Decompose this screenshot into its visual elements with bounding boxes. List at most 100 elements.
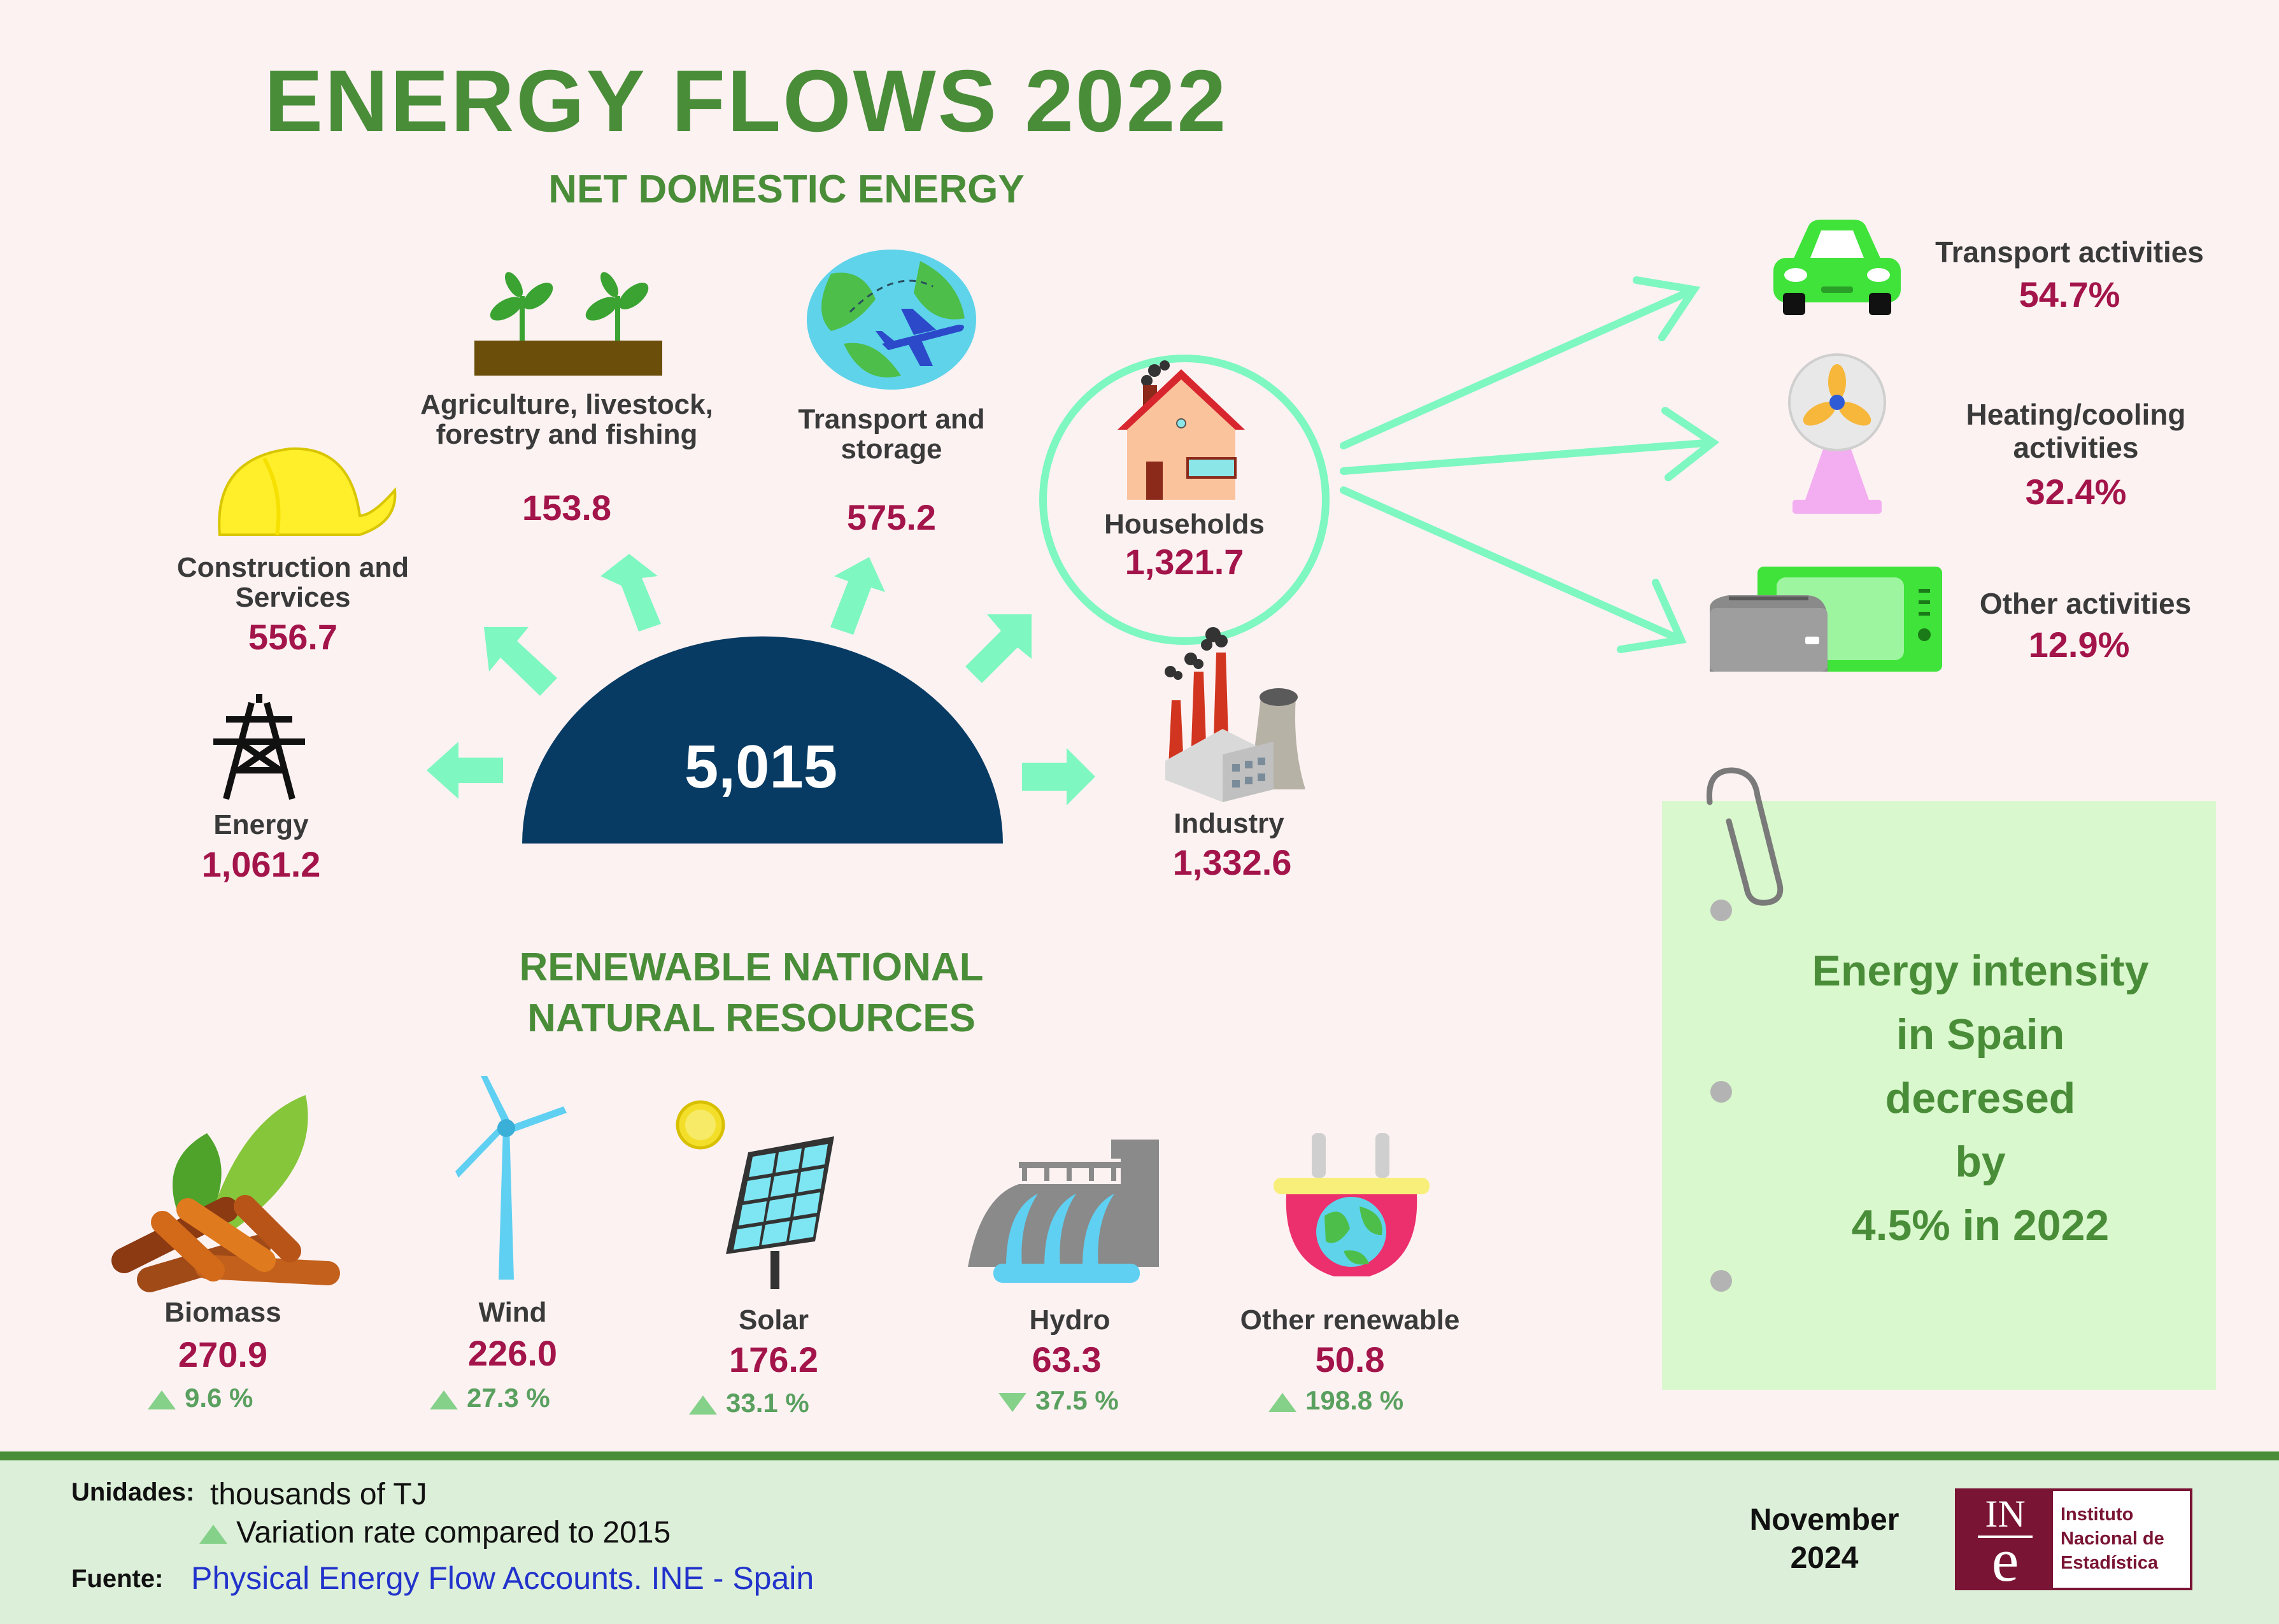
up-triangle-icon bbox=[689, 1395, 717, 1415]
renewable-change-solar: 33.1 % bbox=[689, 1388, 809, 1418]
renewable-label-biomass: Biomass bbox=[164, 1297, 281, 1328]
plug-globe-icon bbox=[1274, 1133, 1430, 1276]
ine-logo-bar bbox=[1978, 1536, 2033, 1538]
breakdown-value-transport: 54.7% bbox=[2019, 274, 2120, 314]
house-icon bbox=[1118, 360, 1245, 500]
ine-logo-mark: IN e bbox=[1957, 1491, 2053, 1594]
renewable-change-text: 37.5 % bbox=[1035, 1385, 1119, 1415]
breakdown-label-other: Other activities bbox=[1979, 587, 2192, 620]
sector-label-agriculture: Agriculture, livestock, forestry and fis… bbox=[420, 389, 713, 450]
note-line4: by bbox=[1955, 1138, 2006, 1186]
ine-logo[interactable]: IN e Instituto Nacional de Estadística bbox=[1955, 1488, 2192, 1594]
page-title: ENERGY FLOWS 2022 bbox=[264, 52, 1228, 150]
renewable-change-biomass: 9.6 % bbox=[148, 1383, 253, 1413]
breakdown-label-heating: Heating/cooling activities bbox=[1966, 398, 2186, 464]
ine-logo-text: Instituto Nacional de Estadística bbox=[2061, 1502, 2164, 1575]
renewables-heading: RENEWABLE NATIONAL NATURAL RESOURCES bbox=[458, 942, 1044, 1044]
variation-legend-text: Variation rate compared to 2015 bbox=[236, 1516, 671, 1550]
renewable-change-hydro: 37.5 % bbox=[998, 1385, 1119, 1416]
households-circle bbox=[1039, 355, 1330, 645]
publication-month: November bbox=[1749, 1503, 1899, 1537]
sector-value-energy: 1,061.2 bbox=[201, 844, 321, 884]
variation-legend: Variation rate compared to 2015 bbox=[199, 1515, 671, 1550]
sector-value-transport: 575.2 bbox=[846, 497, 937, 537]
ine-logo-initials-top: IN bbox=[1985, 1493, 2026, 1535]
note-text: Energy intensity in Spain decresed by 4.… bbox=[1757, 939, 2203, 1257]
source-link[interactable]: Physical Energy Flow Accounts. INE - Spa… bbox=[191, 1560, 814, 1596]
flow-arrows-icon bbox=[1340, 276, 1720, 653]
publication-date: November 2024 bbox=[1719, 1501, 1929, 1578]
sector-label-industry: Industry bbox=[1174, 808, 1284, 839]
note-line2: in Spain bbox=[1896, 1010, 2065, 1059]
renewable-label-other: Other renewable bbox=[1240, 1304, 1460, 1336]
appliances-icon bbox=[1710, 567, 1942, 672]
total-value: 5,015 bbox=[684, 733, 838, 801]
up-triangle-icon bbox=[1268, 1392, 1296, 1412]
up-triangle-icon bbox=[199, 1525, 227, 1544]
seedlings-icon bbox=[474, 272, 662, 376]
down-triangle-icon bbox=[998, 1392, 1026, 1412]
footer bbox=[0, 1460, 2279, 1624]
renewable-change-text: 9.6 % bbox=[185, 1383, 253, 1413]
sector-label-households: Households bbox=[1104, 509, 1265, 540]
ine-logo-text-line3: Estadística bbox=[2061, 1553, 2159, 1573]
factory-icon bbox=[1165, 627, 1305, 802]
units-value: thousands of TJ bbox=[210, 1478, 427, 1511]
renewable-value-biomass: 270.9 bbox=[178, 1334, 268, 1374]
breakdown-label-transport: Transport activities bbox=[1935, 236, 2204, 269]
breakdown-value-heating: 32.4% bbox=[2025, 472, 2127, 512]
arrow-industry-icon bbox=[1022, 748, 1095, 805]
power-tower-icon bbox=[213, 694, 305, 800]
biomass-icon bbox=[111, 1095, 340, 1292]
arrow-energy-icon bbox=[427, 742, 503, 799]
sector-label-energy: Energy bbox=[213, 809, 309, 840]
units-label: Unidades: bbox=[71, 1478, 195, 1506]
footer-divider bbox=[0, 1451, 2279, 1460]
renewable-label-wind: Wind bbox=[478, 1297, 547, 1328]
renewable-value-wind: 226.0 bbox=[467, 1333, 558, 1373]
paperclip-icon bbox=[1706, 767, 1784, 906]
ine-logo-initials-bottom: e bbox=[1991, 1526, 2019, 1594]
renewable-change-other: 198.8 % bbox=[1268, 1385, 1403, 1416]
up-triangle-icon bbox=[430, 1390, 458, 1409]
up-triangle-icon bbox=[148, 1390, 176, 1409]
arrow-transport-icon bbox=[830, 557, 885, 635]
globe-plane-icon bbox=[807, 250, 976, 390]
ine-logo-text-line2: Nacional de bbox=[2061, 1529, 2164, 1549]
breakdown-value-other: 12.9% bbox=[2028, 625, 2130, 665]
fan-icon bbox=[1788, 353, 1886, 514]
sector-value-agriculture: 153.8 bbox=[522, 488, 612, 528]
sector-value-industry: 1,332.6 bbox=[1172, 842, 1292, 882]
arrow-construction-icon bbox=[484, 627, 557, 696]
renewables-heading-line1: RENEWABLE NATIONAL bbox=[519, 945, 984, 989]
total-dome bbox=[522, 636, 1003, 844]
ine-logo-text-line1: Instituto bbox=[2061, 1504, 2134, 1525]
renewable-change-wind: 27.3 % bbox=[430, 1383, 550, 1413]
source-label: Fuente: bbox=[71, 1565, 164, 1593]
renewable-change-text: 27.3 % bbox=[467, 1383, 550, 1413]
renewable-label-solar: Solar bbox=[738, 1304, 809, 1336]
note-line5: 4.5% in 2022 bbox=[1851, 1201, 2110, 1250]
renewable-value-hydro: 63.3 bbox=[1032, 1339, 1102, 1380]
sector-label-transport: Transport and storage bbox=[798, 404, 985, 465]
hard-hat-icon bbox=[218, 447, 397, 536]
renewable-change-text: 198.8 % bbox=[1305, 1385, 1404, 1415]
renewable-change-text: 33.1 % bbox=[726, 1388, 809, 1418]
sector-value-households: 1,321.7 bbox=[1125, 542, 1244, 582]
hydro-dam-icon bbox=[968, 1140, 1159, 1283]
renewable-value-solar: 176.2 bbox=[728, 1339, 819, 1380]
renewable-label-hydro: Hydro bbox=[1029, 1304, 1111, 1336]
note-line3: decresed bbox=[1885, 1074, 2076, 1122]
renewables-heading-line2: NATURAL RESOURCES bbox=[527, 996, 976, 1040]
net-domestic-heading: NET DOMESTIC ENERGY bbox=[548, 167, 1025, 211]
sector-label-construction: Construction and Services bbox=[176, 552, 409, 613]
sector-value-construction: 556.7 bbox=[248, 617, 338, 657]
arrow-households-icon bbox=[965, 614, 1032, 683]
binder-holes-icon bbox=[1710, 900, 1732, 1292]
renewable-value-other: 50.8 bbox=[1315, 1339, 1385, 1380]
note-line1: Energy intensity bbox=[1812, 947, 2149, 995]
solar-panel-icon bbox=[676, 1100, 834, 1289]
publication-year: 2024 bbox=[1790, 1541, 1859, 1575]
arrow-agriculture-icon bbox=[600, 554, 661, 632]
